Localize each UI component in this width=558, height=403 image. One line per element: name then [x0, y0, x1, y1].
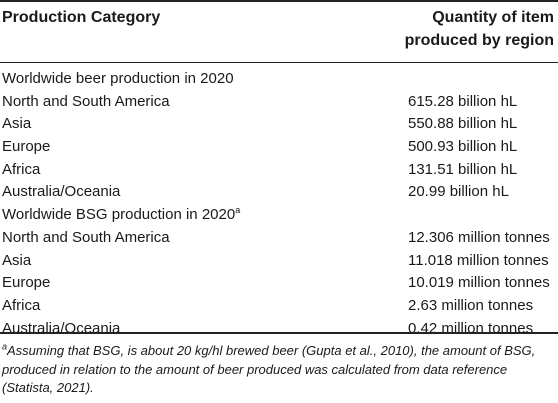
table-row: Worldwide BSG production in 2020a [0, 204, 558, 227]
table-row: Asia 550.88 billion hL [0, 113, 558, 136]
table-row: Africa 131.51 billion hL [0, 159, 558, 182]
table-top-rule [0, 0, 558, 2]
value-cell: 550.88 billion hL [408, 115, 518, 133]
value-cell: 11.018 million tonnes [408, 251, 549, 269]
table-row: Australia/Oceania 20.99 billion hL [0, 181, 558, 204]
category-cell: Asia [2, 115, 32, 133]
footnote-text: Assuming that BSG, is about 20 kg/hl bre… [2, 343, 536, 395]
footnote-marker: a [2, 341, 8, 352]
category-cell: North and South America [2, 228, 170, 246]
column-header-quantity-line2: produced by region [404, 32, 554, 49]
table-header-rule [0, 62, 558, 63]
table-row: Europe 500.93 billion hL [0, 136, 558, 159]
value-cell: 615.28 billion hL [408, 92, 518, 110]
value-cell: 500.93 billion hL [408, 138, 518, 156]
category-cell: Australia/Oceania [2, 183, 121, 201]
table-body: Worldwide beer production in 2020 North … [0, 68, 558, 340]
table-row: North and South America 615.28 billion h… [0, 91, 558, 114]
column-header-category: Production Category [2, 9, 161, 26]
table-row: North and South America 12.306 million t… [0, 227, 558, 250]
column-header-quantity: Quantity of item produced by region [405, 6, 554, 52]
table-row: Africa 2.63 million tonnes [0, 295, 558, 318]
category-cell: Europe [2, 274, 51, 292]
category-cell: Worldwide BSG production in 2020a [2, 204, 240, 227]
category-cell: Worldwide beer production in 2020 [2, 70, 234, 87]
category-cell: Europe [2, 138, 51, 156]
value-cell: 131.51 billion hL [408, 160, 518, 178]
table-row: Australia/Oceania 0.42 million tonnes [0, 318, 558, 341]
category-cell: North and South America [2, 92, 170, 110]
table-footnote: aAssuming that BSG, is about 20 kg/hl br… [2, 342, 554, 398]
value-cell: 20.99 billion hL [408, 183, 509, 201]
table-row: Worldwide beer production in 2020 [0, 68, 558, 91]
category-cell: Australia/Oceania [2, 319, 121, 337]
footnote-marker: a [235, 205, 241, 216]
value-cell: 2.63 million tonnes [408, 296, 534, 314]
value-cell: 12.306 million tonnes [408, 228, 550, 246]
category-cell: Asia [2, 251, 32, 269]
table-row: Europe 10.019 million tonnes [0, 272, 558, 295]
column-header-quantity-line1: Quantity of item [432, 9, 554, 26]
table-bottom-rule [0, 332, 558, 334]
category-text: Worldwide BSG production in 2020 [2, 206, 236, 224]
value-cell: 10.019 million tonnes [408, 274, 550, 292]
category-cell: Africa [2, 296, 41, 314]
value-cell: 0.42 million tonnes [408, 319, 534, 337]
category-cell: Africa [2, 160, 41, 178]
table-row: Asia 11.018 million tonnes [0, 250, 558, 273]
